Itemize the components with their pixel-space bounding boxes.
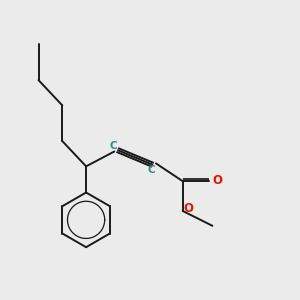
Text: O: O bbox=[213, 174, 223, 187]
Text: C: C bbox=[109, 140, 117, 151]
Text: O: O bbox=[183, 202, 193, 215]
Text: C: C bbox=[147, 165, 155, 175]
